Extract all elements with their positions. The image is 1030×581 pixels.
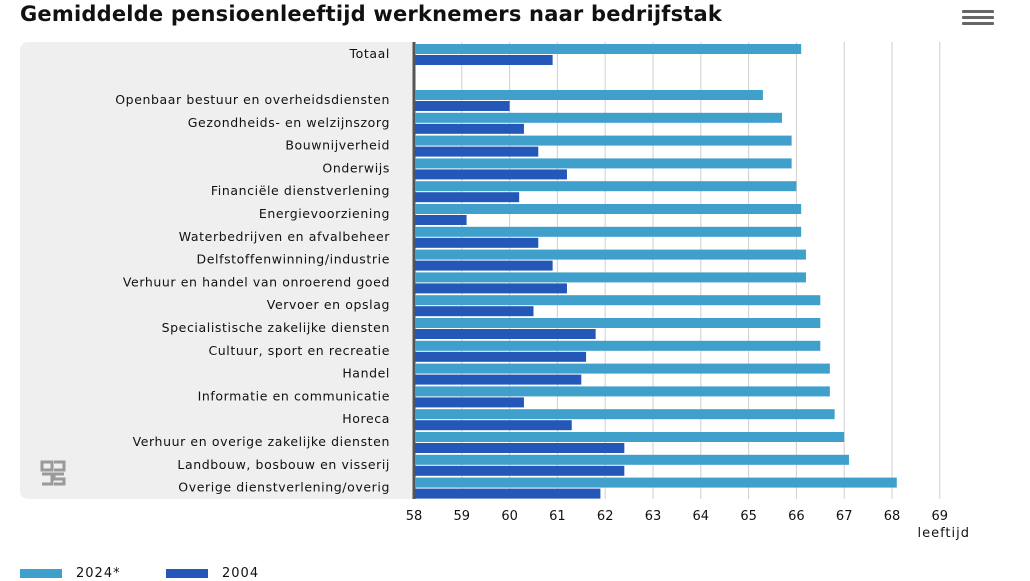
bar-2024	[415, 226, 802, 237]
x-tick-label: 60	[501, 509, 518, 524]
bar-2024	[415, 386, 830, 397]
bar-2024	[415, 249, 806, 260]
bar-2024	[415, 272, 806, 283]
category-label: Overige dienstverlening/overig	[178, 480, 390, 495]
legend-label-2004: 2004	[222, 565, 260, 581]
chart-title: Gemiddelde pensioenleeftijd werknemers n…	[20, 2, 723, 26]
x-tick-label: 67	[836, 509, 853, 524]
bar-2004	[415, 488, 601, 499]
bar-2004	[415, 351, 587, 362]
x-tick-label: 65	[740, 509, 757, 524]
bar-2024	[415, 158, 792, 169]
x-tick-label: 59	[454, 509, 471, 524]
category-label: Horeca	[342, 411, 390, 426]
x-tick-label: 63	[645, 509, 662, 524]
bar-2024	[415, 432, 845, 442]
category-label: Vervoer en opslag	[267, 297, 390, 312]
category-label: Bouwnijverheid	[285, 138, 390, 153]
x-tick-label: 58	[406, 509, 423, 524]
bar-2004	[415, 374, 582, 385]
category-label: Energievoorziening	[259, 206, 390, 221]
bar-2024	[415, 90, 763, 100]
bar-2004	[415, 397, 524, 408]
cbs-logo-icon	[38, 458, 68, 492]
bar-2004	[415, 306, 534, 317]
category-label: Informatie en communicatie	[198, 388, 390, 403]
category-label: Onderwijs	[322, 160, 390, 175]
x-tick-label: 64	[693, 509, 710, 524]
bar-2024	[415, 135, 792, 146]
bar-2004	[415, 260, 553, 271]
legend-swatch-2024	[20, 568, 62, 578]
legend-swatch-2004	[166, 568, 208, 578]
bar-2004	[415, 283, 567, 294]
category-label: Landbouw, bosbouw en visserij	[177, 457, 390, 472]
legend-label-2024: 2024*	[76, 565, 121, 581]
bar-2024	[415, 318, 821, 328]
category-label: Specialistische zakelijke diensten	[162, 320, 390, 335]
category-label: Cultuur, sport en recreatie	[208, 343, 390, 358]
bar-2024	[415, 295, 821, 306]
x-tick-label: 62	[597, 509, 614, 524]
category-label: Financiële dienstverlening	[211, 183, 390, 198]
bar-2004	[415, 169, 567, 180]
bar-2004	[415, 192, 520, 203]
bar-2004	[415, 215, 467, 225]
bar-2004	[415, 237, 539, 248]
bar-2024	[415, 409, 835, 420]
x-tick-label: 61	[549, 509, 566, 524]
legend-item-2024: 2024*	[20, 565, 121, 581]
legend-item-2004: 2004	[166, 565, 260, 581]
category-label-panel	[20, 42, 414, 499]
bar-2024	[415, 454, 849, 465]
category-label: Handel	[342, 366, 390, 381]
bar-2004	[415, 443, 625, 453]
bar-2004	[415, 101, 510, 111]
category-label: Verhuur en handel van onroerend goed	[123, 274, 390, 289]
bar-2004	[415, 465, 625, 476]
bar-2024	[415, 340, 821, 351]
category-label: Waterbedrijven en afvalbeheer	[179, 229, 390, 244]
category-label: Gezondheids- en welzijnszorg	[188, 115, 390, 130]
bar-2004	[415, 55, 553, 65]
hamburger-menu-icon[interactable]	[962, 10, 994, 28]
bar-2004	[415, 123, 524, 134]
bar-2024	[415, 112, 783, 123]
bar-2004	[415, 146, 539, 157]
bar-2004	[415, 420, 572, 431]
x-axis-label: leeftijd	[917, 526, 970, 541]
x-tick-label: 69	[932, 509, 949, 524]
x-tick-label: 66	[788, 509, 805, 524]
category-label: Verhuur en overige zakelijke diensten	[133, 434, 390, 449]
category-label: Totaal	[349, 46, 390, 61]
bar-2024	[415, 477, 897, 488]
bar-2024	[415, 181, 797, 192]
bar-chart: Totaal Openbaar bestuur en overheidsdiens…	[115, 42, 970, 541]
x-tick-label: 68	[884, 509, 901, 524]
category-label: Openbaar bestuur en overheidsdiensten	[115, 92, 390, 107]
bar-2024	[415, 363, 830, 374]
bar-2024	[415, 204, 802, 214]
bar-2004	[415, 329, 596, 339]
bar-2024	[415, 44, 802, 54]
category-label: Delfstoffenwinning/industrie	[196, 252, 390, 267]
